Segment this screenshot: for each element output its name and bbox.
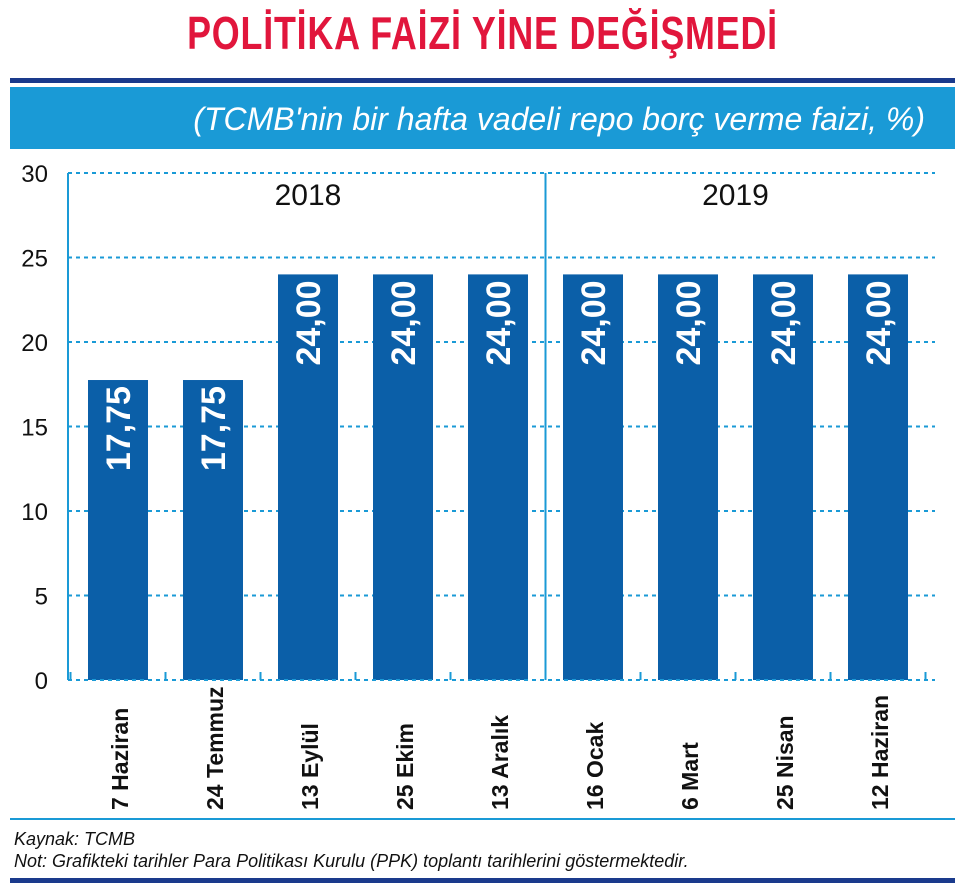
- bar: [278, 274, 338, 680]
- chart-subtitle: (TCMB'nin bir hafta vadeli repo borç ver…: [193, 101, 925, 137]
- x-category-label: 25 Ekim: [392, 723, 418, 810]
- y-tick-label: 10: [21, 499, 48, 526]
- bar-value-label: 24,00: [480, 280, 518, 365]
- x-category-label: 6 Mart: [677, 742, 703, 810]
- y-tick-label: 20: [21, 330, 48, 357]
- bar-value-label: 24,00: [385, 280, 423, 365]
- year-label: 2018: [275, 179, 342, 212]
- bar-value-label: 24,00: [860, 280, 898, 365]
- y-tick-label: 0: [35, 668, 48, 695]
- bar: [848, 274, 908, 680]
- bar: [753, 274, 813, 680]
- bar-chart: 0 5 10 15 20 25 30 17,75 17,75 24,00 24,00 24,00 24,…: [21, 161, 935, 810]
- y-tick-label: 25: [21, 246, 48, 273]
- bar-value-label: 24,00: [290, 280, 328, 365]
- x-category-label: 25 Nisan: [772, 715, 798, 810]
- y-tick-label: 15: [21, 415, 48, 442]
- top-rule: [10, 78, 955, 83]
- y-tick-label: 30: [21, 161, 48, 188]
- x-category-label: 13 Eylül: [297, 723, 323, 810]
- bar: [468, 274, 528, 680]
- x-category-label: 13 Aralık: [487, 715, 513, 810]
- bar: [373, 274, 433, 680]
- bar-value-label: 24,00: [575, 280, 613, 365]
- bar: [563, 274, 623, 680]
- chart-title: POLİTİKA FAİZİ YİNE DEĞİŞMEDİ: [187, 7, 778, 59]
- x-category-label: 7 Haziran: [107, 708, 133, 810]
- x-category-label: 16 Ocak: [582, 722, 608, 810]
- bar-value-label: 24,00: [670, 280, 708, 365]
- x-category-label: 24 Temmuz: [202, 686, 228, 810]
- subtitle-band: (TCMB'nin bir hafta vadeli repo borç ver…: [10, 87, 955, 149]
- source-note: Kaynak: TCMB: [14, 829, 136, 849]
- bar: [88, 380, 148, 680]
- year-label: 2019: [702, 179, 769, 212]
- bottom-rule: [10, 878, 955, 883]
- y-tick-label: 5: [35, 584, 48, 611]
- bar: [183, 380, 243, 680]
- bar-value-label: 17,75: [100, 386, 138, 471]
- footnote: Not: Grafikteki tarihler Para Politikası…: [14, 851, 689, 871]
- bar-value-label: 24,00: [765, 280, 803, 365]
- bar: [658, 274, 718, 680]
- footer-rule: [10, 818, 955, 820]
- bar-value-label: 17,75: [195, 386, 233, 471]
- x-category-label: 12 Haziran: [867, 695, 893, 810]
